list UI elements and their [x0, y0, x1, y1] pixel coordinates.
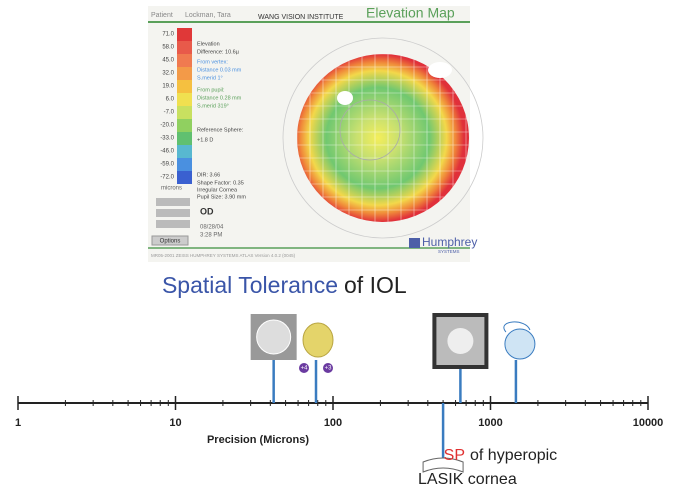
scale-swatch: [177, 171, 192, 184]
x-tick-label: 1000: [478, 417, 502, 429]
info-line: Elevation: [197, 41, 220, 47]
options-label[interactable]: Options: [160, 239, 181, 245]
color-scale: 71.0 58.0 45.0 32.0 19.0 6.0 -7.0 -20.0 -33.0 -46…: [160, 28, 192, 184]
title-rest: of IOL: [344, 272, 407, 298]
lens-icon: +4 +3: [299, 322, 334, 373]
info-line: Reference Sphere:: [197, 127, 244, 133]
scale-swatch: [177, 132, 192, 145]
scale-label: 32.0: [162, 71, 174, 77]
scale-swatch: [177, 158, 192, 171]
info-line: Pupil Size: 3.90 mm: [197, 194, 246, 200]
scale-swatch: [177, 54, 192, 67]
scale-label: 71.0: [162, 32, 174, 38]
x-tick-label: 10000: [633, 417, 664, 429]
lens-optic: [302, 322, 334, 358]
scale-swatch: [177, 28, 192, 41]
lens-icon: [432, 313, 489, 369]
scale-swatch: [177, 80, 192, 93]
brand-logo: [409, 238, 420, 248]
info-line: +1.8 D: [197, 137, 213, 143]
lens-optic: [504, 328, 536, 360]
lens-icon: [250, 314, 297, 360]
scale-label: -7.0: [164, 110, 175, 116]
map-ring: [282, 37, 484, 239]
eye: OD: [200, 206, 214, 216]
info-line: DIR: 3.66: [197, 172, 220, 178]
brand-sub: SYSTEMS: [438, 249, 460, 254]
scale-swatch: [177, 41, 192, 54]
scale-unit: microns: [161, 186, 182, 192]
sp-text-line2: LASIK cornea: [418, 471, 517, 488]
scale-label: -59.0: [160, 162, 174, 168]
lens-haptic: [503, 321, 531, 333]
x-tick-label: 10: [169, 417, 181, 429]
x-tick-label: 1: [15, 417, 21, 429]
scale-label: -33.0: [160, 136, 174, 142]
brand: Humphrey: [422, 235, 477, 249]
button[interactable]: [156, 220, 190, 228]
info-line: From pupil:: [197, 87, 225, 93]
cornea-icon: [422, 457, 464, 473]
info-line: From vertex:: [197, 59, 228, 65]
log-axis: 1 10 100 1000 10000 +4 +3: [15, 313, 664, 473]
date: 08/28/04: [200, 225, 224, 231]
x-tick-label: 100: [324, 417, 342, 429]
info-line: Irregular Cornea: [197, 187, 238, 193]
scale-label: 58.0: [162, 45, 174, 51]
time: 3:28 PM: [200, 233, 222, 239]
institute: WANG VISION INSTITUTE: [258, 14, 344, 21]
title-highlight: Spatial Tolerance: [162, 272, 338, 298]
info-line: Distance 0.03 mm: [197, 67, 242, 73]
scale-swatch: [177, 67, 192, 80]
map-gap: [337, 91, 353, 105]
scale-label: -46.0: [160, 149, 174, 155]
scale-label: -72.0: [160, 175, 174, 181]
scale-label: -20.0: [160, 123, 174, 129]
pupil-ring: [339, 99, 401, 161]
info-line: S.merid 1°: [197, 75, 223, 81]
sp-text: of hyperopic: [470, 447, 557, 464]
info-panel: Elevation Difference: 10.6µ From vertex: Di…: [197, 41, 246, 200]
options-button[interactable]: [151, 235, 189, 246]
scale-label: 19.0: [162, 84, 174, 90]
map-gap: [428, 62, 452, 78]
button[interactable]: [156, 209, 190, 217]
scale-swatch: [177, 119, 192, 132]
scale-swatch: [177, 106, 192, 119]
patient-label: Patient: [151, 12, 173, 19]
lens-optic: [447, 328, 474, 354]
button[interactable]: [156, 198, 190, 206]
scale-label: 6.0: [166, 97, 175, 103]
info-line: Difference: 10.6µ: [197, 49, 240, 55]
map-title: Elevation Map: [366, 5, 455, 21]
lens-icon: [503, 321, 536, 360]
patient-name: Lockman, Tara: [185, 12, 231, 19]
info-line: Distance 0.28 mm: [197, 95, 242, 101]
info-line: S.merid 319°: [197, 103, 229, 109]
scale-swatch: [177, 145, 192, 158]
sp-highlight: SP: [444, 447, 465, 464]
badge: [323, 363, 334, 373]
lens-optic: [256, 319, 292, 355]
badge-label: +4: [301, 366, 309, 372]
scale-swatch: [177, 93, 192, 106]
info-line: Shape Factor: 0.35: [197, 180, 244, 186]
scale-label: 45.0: [162, 58, 174, 64]
elevation-screenshot: Patient Lockman, Tara WANG VISION INSTIT…: [148, 5, 484, 262]
footer-text: MR05-2001 ZEISS HUMPHREY SYSTEMS ATLAS V…: [151, 253, 296, 258]
axis-label: Precision (Microns): [207, 434, 309, 446]
badge: [299, 363, 310, 373]
badge-label: +3: [325, 366, 333, 372]
